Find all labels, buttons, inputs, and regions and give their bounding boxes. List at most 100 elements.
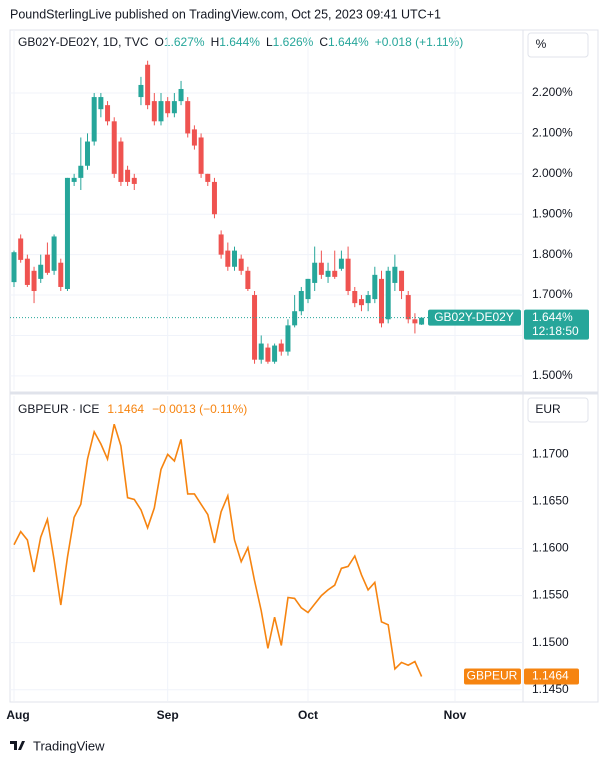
candle-body xyxy=(419,317,425,325)
price-tag xyxy=(428,309,521,326)
candle-body xyxy=(365,295,371,304)
axis-price-label: 1.644% xyxy=(532,310,573,324)
candle-body xyxy=(111,121,117,174)
logo-icon[interactable] xyxy=(10,741,25,750)
candle-body xyxy=(372,274,378,300)
candle-body xyxy=(198,137,204,174)
candle-body xyxy=(51,236,57,271)
y-tick-label: 2.200% xyxy=(532,85,573,99)
ohlc-key: L xyxy=(266,35,273,49)
candle-body xyxy=(185,101,191,134)
y-tick-label: 1.1700 xyxy=(532,447,569,461)
ohlc-value: 1.627% xyxy=(164,35,205,49)
axis-countdown: 12:18:50 xyxy=(532,324,579,338)
price-line xyxy=(13,423,423,677)
candle-body xyxy=(305,278,311,300)
candle-body xyxy=(332,270,338,277)
candle-body xyxy=(171,101,177,114)
candle-body xyxy=(232,250,237,267)
candle-body xyxy=(71,177,77,182)
y-tick-label: 2.100% xyxy=(532,126,573,140)
y-tick-label: 1.1550 xyxy=(532,588,569,602)
candle-body xyxy=(78,165,84,178)
candle-body xyxy=(265,347,271,362)
candle-body xyxy=(178,88,184,102)
candle-body xyxy=(85,141,90,166)
candle-body xyxy=(165,101,171,114)
candle-body xyxy=(338,258,344,269)
candle-body xyxy=(385,270,391,320)
candle-body xyxy=(312,262,318,283)
ohlc-key: H xyxy=(211,35,220,49)
candle-body xyxy=(191,129,197,146)
price-tag-label: GBPEUR xyxy=(467,669,518,683)
ohlc-value: 1.626% xyxy=(273,35,314,49)
change: +0.018 (+1.11%) xyxy=(375,35,464,49)
axis-price-label: 1.1464 xyxy=(532,669,569,683)
candle-body xyxy=(278,343,284,352)
candle-body xyxy=(38,264,44,279)
candle-body xyxy=(64,177,70,289)
candle-body xyxy=(91,97,97,142)
candle-body xyxy=(245,270,251,289)
candle-body xyxy=(125,169,131,182)
x-tick-label: Sep xyxy=(157,708,179,722)
candle-body xyxy=(211,181,217,215)
y-tick-label: 1.1650 xyxy=(532,494,569,508)
y-tick-label: 1.700% xyxy=(532,287,573,301)
unit-label[interactable]: % xyxy=(536,37,547,51)
ohlc-value: 1.644% xyxy=(328,35,369,49)
candle-body xyxy=(358,299,364,306)
candle-body xyxy=(352,291,358,304)
candle-body xyxy=(24,258,30,285)
price-tag-label: GB02Y-DE02Y xyxy=(434,310,514,324)
x-tick-label: Oct xyxy=(298,708,318,722)
candle-body xyxy=(292,311,298,326)
candle-body xyxy=(325,270,331,277)
pane: 1.500%1.600%1.700%1.800%1.900%2.000%2.10… xyxy=(10,30,589,390)
unit-button[interactable] xyxy=(527,32,589,58)
candle-body xyxy=(151,101,157,122)
publish-header: PoundSterlingLive published on TradingVi… xyxy=(10,7,441,21)
candle-body xyxy=(98,97,104,110)
candle-body xyxy=(158,101,164,122)
pane-legend: GBPEUR · ICE 1.1464 −0.0013 (−0.11%) xyxy=(18,402,247,416)
y-tick-label: 1.1450 xyxy=(532,682,569,696)
pane-legend: GB02Y-DE02Y, 1D, TVC O1.627% H1.644% L1.626… xyxy=(18,35,463,49)
candle-body xyxy=(225,250,231,267)
candle-body xyxy=(18,238,24,260)
logo-text[interactable]: TradingView xyxy=(33,738,105,753)
candle-body xyxy=(205,173,211,182)
ohlc-key: C xyxy=(319,35,328,49)
ohlc-key: O xyxy=(155,35,164,49)
candle-body xyxy=(399,270,405,292)
axis-price-tag xyxy=(524,309,589,340)
candle-body xyxy=(238,258,244,271)
candle-body xyxy=(218,234,224,255)
candle-body xyxy=(131,177,137,184)
unit-label[interactable]: EUR xyxy=(535,402,561,416)
candle-body xyxy=(44,254,50,273)
x-tick-label: Aug xyxy=(6,708,29,722)
candle-body xyxy=(105,105,111,122)
tradingview-logo[interactable]: TradingView xyxy=(10,738,105,753)
y-tick-label: 1.1500 xyxy=(532,635,569,649)
x-tick-label: Nov xyxy=(444,708,467,722)
candle-body xyxy=(392,266,398,283)
candle-body xyxy=(138,84,144,98)
candle-body xyxy=(11,252,17,283)
candle-body xyxy=(58,262,64,287)
unit-button[interactable] xyxy=(527,397,589,423)
candle-body xyxy=(118,141,124,182)
candle-body xyxy=(31,270,37,292)
candle-body xyxy=(252,295,258,360)
pane: 1.1450 1.1500 1.1550 1.1600 1.1650 1.1700 GBPE… xyxy=(10,396,579,701)
ohlc-value: 1.644% xyxy=(219,35,260,49)
axis-price-tag xyxy=(524,668,579,685)
candle-body xyxy=(412,319,418,324)
candle-body xyxy=(298,291,304,312)
y-tick-label: 1.500% xyxy=(532,368,573,382)
candle-body xyxy=(272,345,278,362)
candle-body xyxy=(285,325,291,352)
